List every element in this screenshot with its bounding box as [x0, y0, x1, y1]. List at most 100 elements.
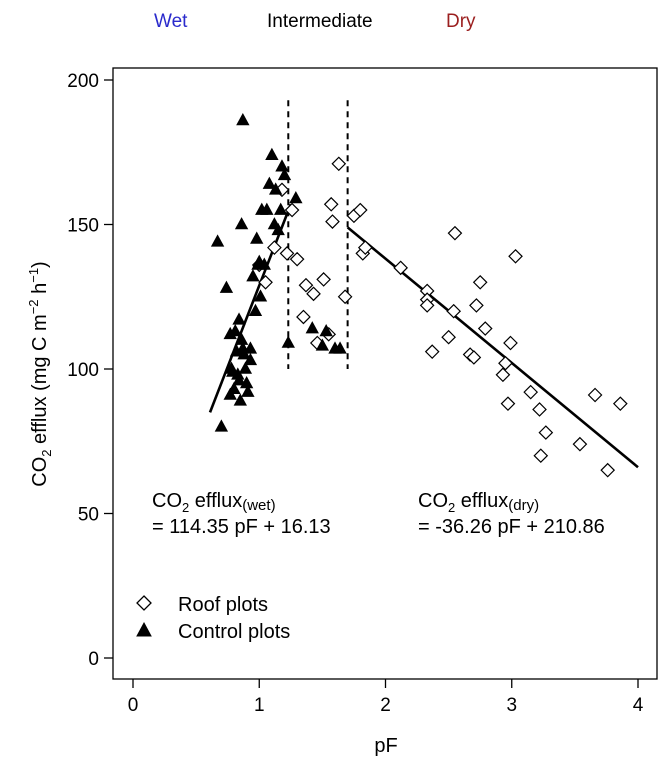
threshold-lines — [287, 100, 349, 369]
y-axis-title-sup1: −2 — [26, 299, 41, 314]
equation-dry-sub: 2 — [448, 500, 455, 515]
equation-dry-subscript: (dry) — [508, 497, 539, 514]
control-plot-point — [289, 191, 303, 204]
y-tick-label: 50 — [78, 505, 99, 526]
roof-plot-point — [331, 156, 347, 172]
roof-plot-point — [498, 355, 513, 371]
roof-plot-point — [447, 225, 463, 241]
x-tick-label: 3 — [506, 695, 517, 716]
control-plot-point — [262, 176, 277, 189]
control-plot-point — [250, 231, 264, 244]
roof-plot-point — [472, 274, 488, 290]
y-axis-title: CO2 efflux (mg C m−2 h−1) — [26, 261, 54, 486]
equation-wet-line2: = 114.35 pF + 16.13 — [152, 516, 331, 538]
roof-plot-point — [258, 274, 273, 290]
equation-wet-line1: CO2 efflux(wet) — [152, 490, 276, 515]
x-tick-label: 2 — [380, 695, 391, 716]
roof-plot-point — [393, 260, 408, 276]
roof-plot-point — [477, 321, 493, 336]
control-plot-point — [248, 303, 263, 316]
roof-plot-point — [532, 402, 547, 417]
roof-plot-point — [612, 396, 628, 412]
roof-plot-point — [523, 384, 539, 400]
equation-dry-line1: CO2 efflux(dry) — [418, 490, 539, 515]
control-plot-point — [315, 338, 330, 351]
x-tick-label: 1 — [254, 695, 265, 716]
roof-plot-point — [337, 289, 353, 305]
equation-wet-sub: 2 — [182, 500, 189, 515]
control-plot-point — [238, 361, 253, 374]
x-tick-label: 0 — [128, 695, 139, 716]
roof-plot-point — [600, 462, 616, 478]
roof-plot-point — [284, 202, 300, 218]
control-plot-point — [305, 321, 319, 334]
roof-plot-point — [298, 277, 314, 293]
roof-plot-point — [325, 214, 340, 229]
y-axis-title-co: CO — [29, 457, 51, 487]
control-plot-point — [268, 182, 283, 195]
control-plot-point — [219, 280, 234, 293]
equation-wet-co: CO — [152, 490, 182, 512]
control-plot-point — [246, 269, 260, 282]
equation-dry-co: CO — [418, 490, 448, 512]
roof-plot-point — [316, 272, 331, 287]
control-plot-point — [260, 202, 274, 215]
control-plot-point — [253, 289, 268, 302]
roof-plot-point — [533, 448, 549, 464]
y-tick-label: 200 — [67, 71, 99, 92]
fit-line-dry — [346, 226, 639, 469]
roof-plot-point — [503, 335, 518, 351]
control-plot-point — [281, 335, 295, 348]
roof-plot-point — [289, 251, 305, 267]
control-plot-point — [275, 159, 289, 172]
legend-roof-label: Roof plots — [178, 594, 268, 616]
regime-label-intermediate: Intermediate — [267, 11, 373, 32]
regime-label-dry: Dry — [446, 11, 476, 32]
roof-plot-point — [466, 350, 482, 365]
y-tick-label: 100 — [67, 360, 99, 381]
roof-plot-point — [424, 344, 440, 360]
plot-frame — [112, 67, 658, 680]
y-axis-title-sup2: −1 — [26, 268, 41, 283]
legend-control-marker — [136, 621, 152, 637]
y-axis: 0 50 100 150 200 — [67, 71, 113, 670]
roof-plot-point — [495, 367, 511, 383]
control-plot-point — [232, 312, 246, 325]
legend-roof-marker — [136, 595, 152, 611]
equation-dry-efflux: efflux — [455, 490, 508, 512]
roof-plot-point — [500, 396, 516, 412]
equation-wet-subscript: (wet) — [242, 497, 275, 514]
equation-dry-line2: = -36.26 pF + 210.86 — [418, 516, 605, 538]
y-axis-title-h: h — [29, 283, 51, 300]
y-axis-title-rest: efflux (mg C m — [29, 314, 51, 449]
y-axis-title-close: ) — [29, 261, 51, 268]
legend-control-label: Control plots — [178, 621, 290, 643]
x-axis: 0 1 2 3 4 — [128, 679, 644, 716]
roof-plot-point — [538, 425, 554, 440]
control-plot-point — [210, 234, 225, 247]
control-plot-point — [243, 352, 258, 366]
x-axis-title: pF — [374, 735, 397, 757]
roof-plot-point — [306, 286, 321, 302]
control-plot-point — [257, 257, 271, 270]
roof-plot-point — [572, 436, 588, 452]
control-plot-point — [277, 167, 292, 181]
regime-label-wet: Wet — [154, 11, 188, 32]
control-plot-point — [236, 113, 250, 126]
control-plot-point — [227, 381, 241, 395]
roof-plot-point — [587, 387, 603, 403]
roof-plot-point — [323, 196, 339, 212]
y-tick-label: 0 — [88, 649, 99, 670]
roof-plot-point — [446, 303, 462, 319]
y-axis-title-sub: 2 — [39, 450, 54, 457]
equation-wet-efflux: efflux — [189, 490, 242, 512]
roof-plot-point — [357, 240, 373, 255]
roof-plot-point — [296, 309, 311, 325]
control-plot-point — [319, 323, 333, 337]
control-plot-point — [241, 384, 255, 397]
legend: Roof plots Control plots — [136, 594, 290, 643]
roof-plot-point — [267, 240, 282, 255]
y-tick-label: 150 — [67, 216, 99, 237]
data-points — [210, 113, 628, 478]
